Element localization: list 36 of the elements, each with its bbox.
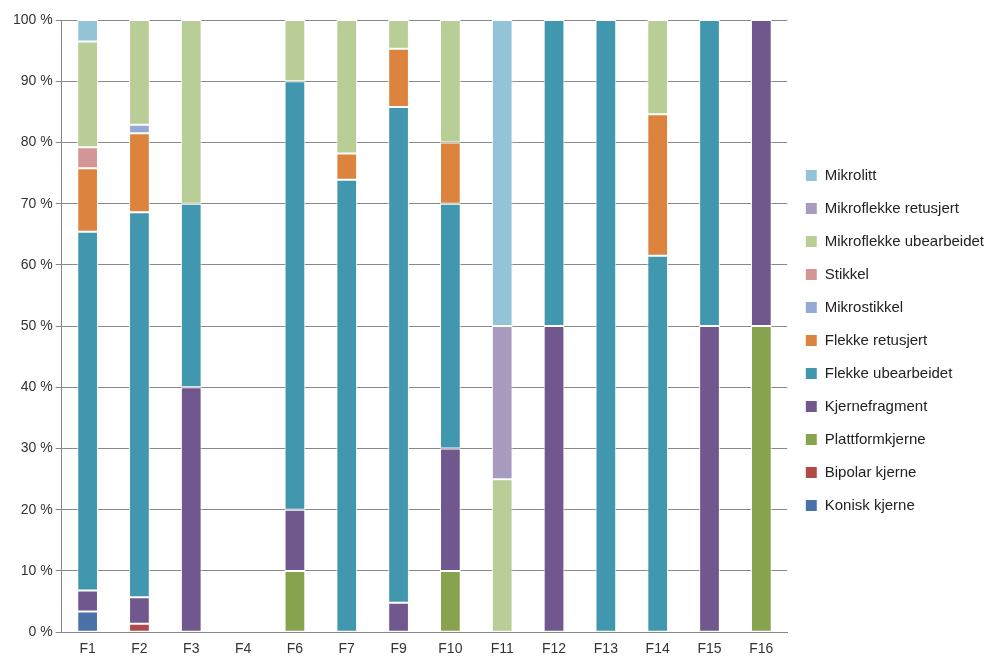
- y-tick-label: 70 %: [20, 194, 53, 211]
- legend-label: Stikkel: [824, 264, 869, 282]
- legend-label: Bipolar kjerne: [824, 462, 917, 480]
- y-tick-label: 30 %: [20, 439, 53, 456]
- y-tick-label: 90 %: [20, 72, 53, 89]
- y-tick-label: 0 %: [28, 623, 53, 640]
- x-tick-label: F10: [438, 640, 463, 657]
- x-tick-label: F11: [490, 640, 514, 657]
- x-tick-label: F16: [749, 640, 774, 657]
- x-tick-label: F7: [338, 640, 356, 657]
- legend-label: Konisk kjerne: [824, 495, 915, 513]
- y-tick-label: 20 %: [20, 500, 53, 517]
- x-tick-label: F2: [131, 640, 148, 657]
- legend-label: Plattformkjerne: [824, 429, 926, 447]
- y-tick-label: 80 %: [20, 133, 53, 150]
- x-tick-label: F14: [645, 640, 670, 657]
- legend-label: Mikrolitt: [824, 165, 878, 183]
- x-tick-label: F3: [183, 640, 200, 657]
- legend-label: Flekke retusjert: [824, 330, 929, 348]
- x-tick-label: F15: [697, 640, 722, 657]
- x-tick-label: F6: [286, 640, 304, 657]
- legend-label: Mikroflekke ubearbeidet: [824, 231, 985, 249]
- x-tick-label: F13: [593, 640, 619, 657]
- y-tick-label: 10 %: [20, 561, 53, 578]
- x-tick-label: F4: [234, 640, 252, 657]
- legend-label: Mikroflekke retusjert: [824, 198, 960, 216]
- y-tick-label: 40 %: [20, 378, 53, 395]
- y-tick-label: 100 %: [12, 10, 53, 27]
- x-tick-label: F1: [79, 640, 96, 657]
- legend-label: Kjernefragment: [824, 396, 929, 414]
- x-tick-label: F9: [390, 640, 407, 657]
- y-tick-label: 50 %: [20, 316, 53, 333]
- x-tick-label: F12: [541, 640, 567, 657]
- legend-label: Mikrostikkel: [824, 297, 904, 315]
- y-tick-label: 60 %: [20, 255, 53, 272]
- legend-label: Flekke ubearbeidet: [824, 363, 954, 381]
